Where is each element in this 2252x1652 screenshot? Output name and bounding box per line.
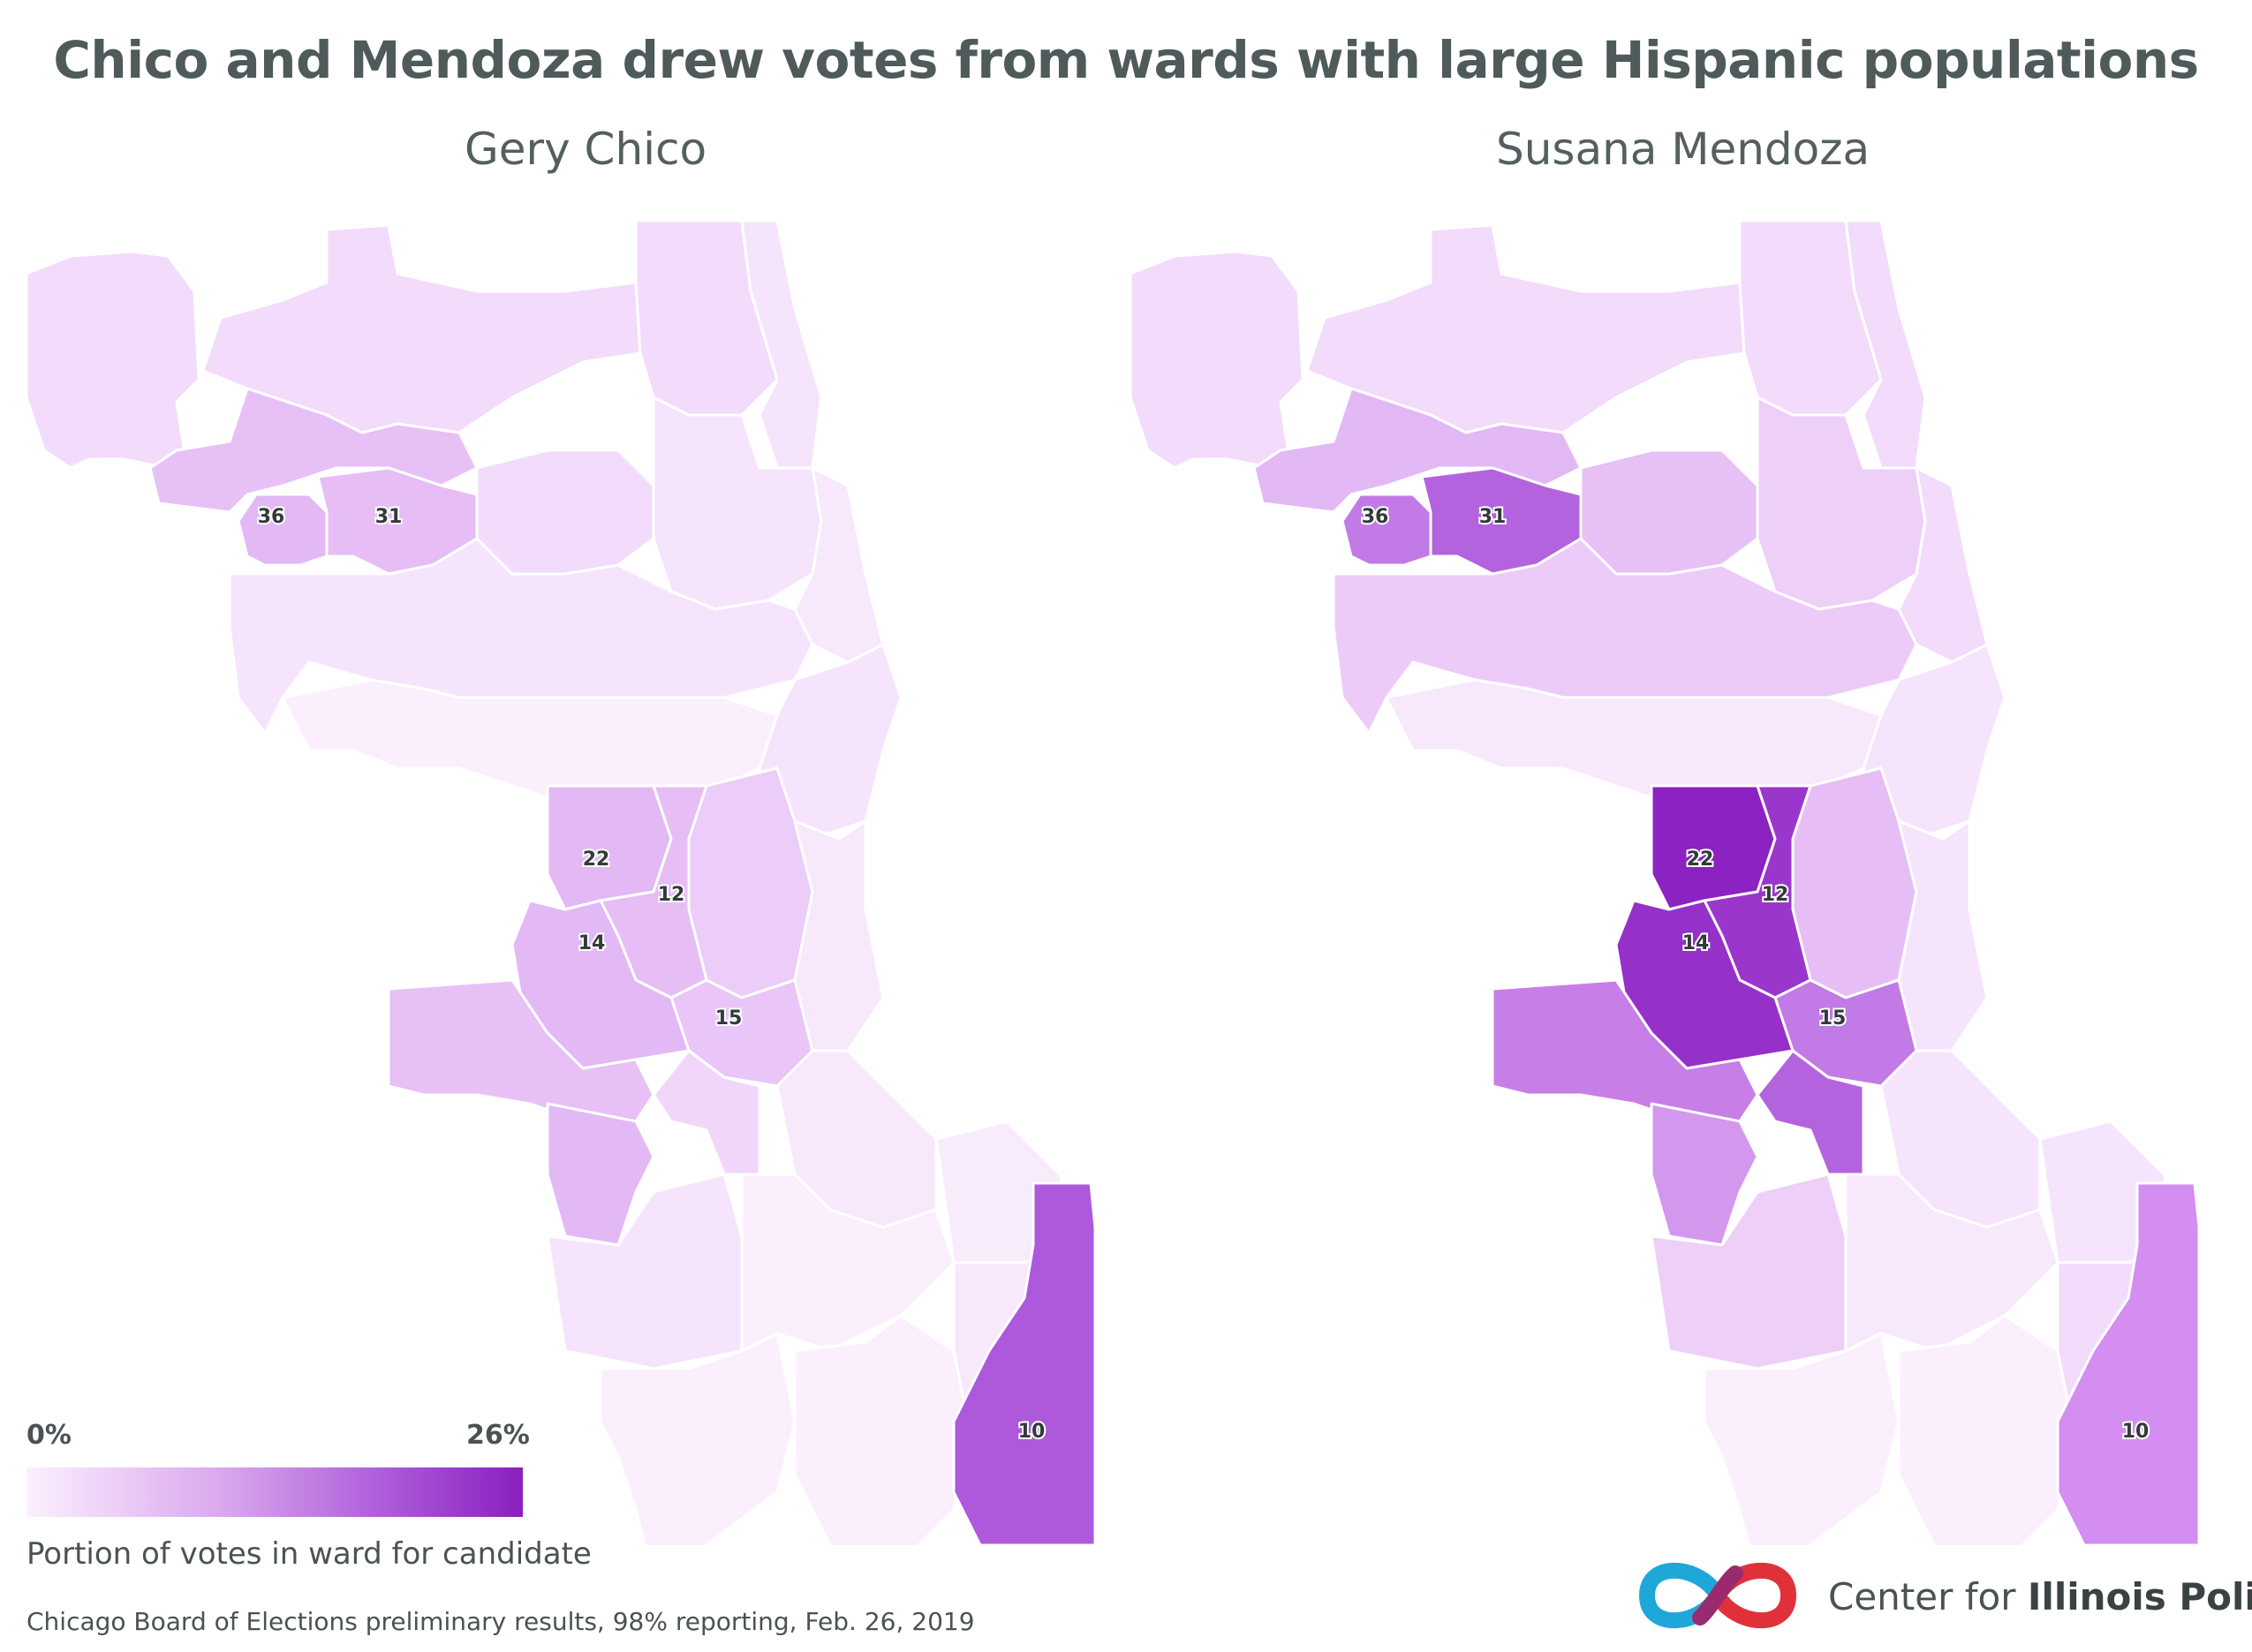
org-name: Center for Illinois Politics [1828, 1575, 2252, 1618]
legend-color-scale [26, 1467, 523, 1517]
ward-region-northwest-3 [475, 449, 655, 576]
ward-region-northwest-2 [1252, 387, 1583, 514]
ward-region-near-south [1897, 819, 1989, 1052]
ward-region-far-south-2 [793, 1314, 973, 1545]
ward-label-22: 22 [583, 849, 610, 871]
ward-label-15: 15 [715, 1007, 743, 1030]
legend-caption: Portion of votes in ward for candidate [26, 1536, 592, 1572]
ward-region-lakefront-2 [793, 466, 885, 664]
ward-label-14: 14 [1682, 932, 1710, 954]
org-name-prefix: Center for [1828, 1575, 2028, 1618]
ward-36 [237, 493, 329, 567]
ward-label-12: 12 [658, 884, 685, 906]
ward-10 [2056, 1181, 2201, 1545]
legend-max-label: 26% [466, 1420, 530, 1451]
legend-min-label: 0% [26, 1420, 72, 1451]
source-note: Chicago Board of Elections preliminary r… [26, 1607, 975, 1636]
ward-region-northwest-2 [148, 387, 479, 514]
ward-region-southwest-2 [546, 1102, 655, 1247]
ward-10 [952, 1181, 1097, 1545]
ward-region-ohare [25, 250, 200, 470]
ward-36 [1341, 493, 1432, 567]
ward-region-west [228, 537, 814, 735]
ward-region-northwest-3 [1579, 449, 1759, 576]
infinity-logo-icon [1638, 1562, 1797, 1629]
ward-region-lakefront-2 [1897, 466, 1989, 664]
ward-label-12: 12 [1762, 884, 1789, 906]
ward-region-near-south [793, 819, 885, 1052]
ward-label-15: 15 [1819, 1007, 1847, 1030]
ward-label-36: 36 [1362, 506, 1389, 528]
ward-label-10: 10 [1018, 1421, 1046, 1443]
ward-region-southwest-2 [1650, 1102, 1759, 1247]
chico-ward-map: 36 31 22 12 14 15 10 [25, 219, 1097, 1545]
ward-label-22: 22 [1687, 849, 1714, 871]
ward-region-west [1332, 537, 1918, 735]
ward-region-southside-2 [740, 1173, 956, 1353]
org-name-bold: Illinois Politics [2027, 1575, 2252, 1618]
ward-region-far-south-1 [599, 1331, 797, 1545]
panel-subtitle-mendoza: Susana Mendoza [1496, 124, 1870, 175]
ward-region-far-south-2 [1897, 1314, 2077, 1545]
panel-subtitle-chico: Gery Chico [465, 124, 707, 175]
ward-label-31: 31 [1479, 506, 1507, 528]
ward-region-ohare [1129, 250, 1304, 470]
ward-region-far-south-1 [1703, 1331, 1901, 1545]
ward-label-14: 14 [578, 932, 606, 954]
ward-region-southside-2 [1844, 1173, 2059, 1353]
mendoza-ward-map: 36 31 22 12 14 15 10 [1129, 219, 2201, 1545]
ward-label-31: 31 [375, 506, 403, 528]
page-title: Chico and Mendoza drew votes from wards … [53, 30, 2199, 90]
ward-label-36: 36 [258, 506, 285, 528]
ward-label-10: 10 [2122, 1421, 2150, 1443]
